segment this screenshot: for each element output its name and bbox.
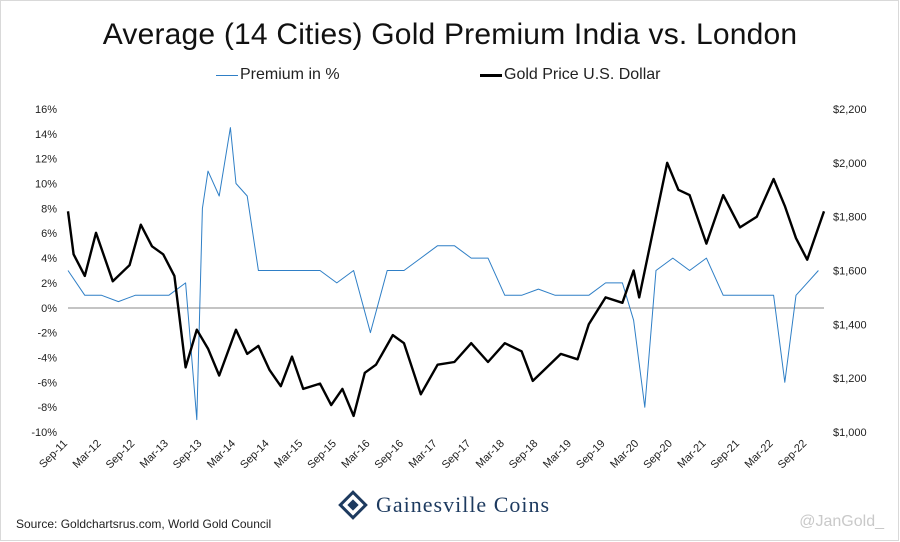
x-tick-label: Mar-14 <box>205 438 238 471</box>
legend-item-premium: Premium in % <box>216 66 340 84</box>
x-tick-label: Mar-15 <box>272 438 305 471</box>
y-left-tick-label: 10% <box>35 179 57 191</box>
x-tick-label: Mar-12 <box>71 438 104 471</box>
x-tick-label: Mar-18 <box>474 438 507 471</box>
y-right-tick-label: $2,200 <box>833 104 867 116</box>
y-left-tick-label: -4% <box>37 352 57 364</box>
x-tick-label: Sep-14 <box>238 438 272 472</box>
x-tick-label: Mar-19 <box>541 438 574 471</box>
x-tick-label: Mar-13 <box>138 438 171 471</box>
y-left-tick-label: 6% <box>41 228 57 240</box>
legend-swatch-gold-price <box>480 73 502 77</box>
source-note: Source: Goldchartsrus.com, World Gold Co… <box>16 517 272 531</box>
x-tick-label: Sep-16 <box>373 438 407 472</box>
author-watermark: @JanGold_ <box>799 513 884 530</box>
y-right-tick-label: $1,800 <box>833 212 867 224</box>
y-right-tick-label: $1,200 <box>833 373 867 385</box>
premium-line <box>67 127 819 421</box>
y-right-tick-label: $2,000 <box>833 158 867 170</box>
logo-diamond-icon <box>338 490 368 520</box>
x-tick-label: Sep-18 <box>507 438 541 472</box>
gainesville-coins-logo: Gainesville Coins <box>338 490 550 520</box>
y-left-tick-label: -10% <box>31 427 57 439</box>
y-left-tick-label: 12% <box>35 154 57 166</box>
y-left-tick-label: -6% <box>37 377 57 389</box>
y-axis-left: 16% 14% 12% 10% 8% 6% 4% 2% 0% -2% -4% -6% -8% -10% <box>31 104 57 439</box>
x-tick-label: Sep-22 <box>776 438 810 472</box>
logo-text: Gainesville Coins <box>376 492 551 517</box>
series-lines <box>66 127 826 421</box>
y-left-tick-label: -2% <box>37 328 57 340</box>
x-tick-label: Sep-21 <box>709 438 743 472</box>
x-tick-label: Sep-20 <box>641 438 675 472</box>
x-tick-label: Sep-19 <box>574 438 608 472</box>
y-left-tick-label: 2% <box>41 278 57 290</box>
legend-item-gold-price: Gold Price U.S. Dollar <box>480 66 661 84</box>
y-left-tick-label: 14% <box>35 129 57 141</box>
legend-label-premium: Premium in % <box>240 66 340 83</box>
y-left-tick-label: 16% <box>35 104 57 116</box>
y-left-tick-label: 4% <box>41 253 57 265</box>
y-left-tick-label: -8% <box>37 402 57 414</box>
x-tick-label: Sep-15 <box>305 438 339 472</box>
y-axis-right: $2,200 $2,000 $1,800 $1,600 $1,400 $1,200 $1,0… <box>833 104 867 439</box>
legend-label-gold-price: Gold Price U.S. Dollar <box>504 66 661 83</box>
x-tick-label: Sep-17 <box>440 438 474 472</box>
x-axis: Sep-11 Mar-12 Sep-12 Mar-13 Sep-13 Mar-14 Sep-… <box>37 438 809 472</box>
x-tick-label: Mar-20 <box>608 438 641 471</box>
y-left-tick-label: 8% <box>41 203 57 215</box>
y-right-tick-label: $1,000 <box>833 427 867 439</box>
y-right-tick-label: $1,600 <box>833 266 867 278</box>
x-tick-label: Sep-12 <box>104 438 138 472</box>
gold-price-line <box>66 161 826 418</box>
x-tick-label: Mar-21 <box>675 438 708 471</box>
x-tick-label: Mar-22 <box>743 438 776 471</box>
y-right-tick-label: $1,400 <box>833 319 867 331</box>
legend-swatch-premium <box>216 74 238 76</box>
x-tick-label: Sep-13 <box>171 438 205 472</box>
x-tick-label: Mar-16 <box>339 438 372 471</box>
x-tick-label: Mar-17 <box>407 438 440 471</box>
chart-title: Average (14 Cities) Gold Premium India v… <box>102 18 798 51</box>
x-tick-label: Sep-11 <box>37 438 70 471</box>
y-left-tick-label: 0% <box>41 303 57 315</box>
